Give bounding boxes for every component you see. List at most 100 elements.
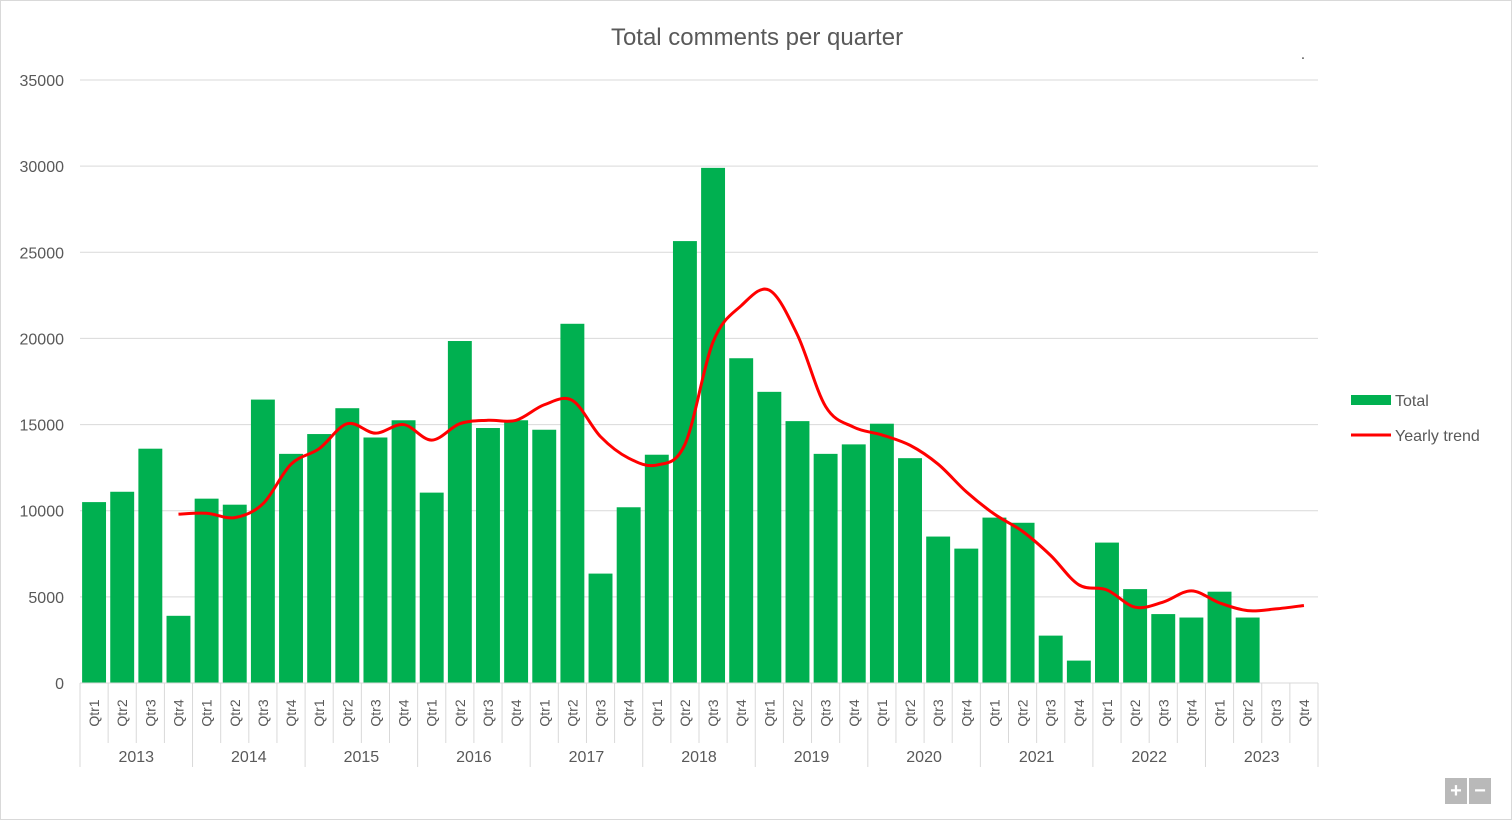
quarter-label: Qtr1 bbox=[761, 699, 777, 726]
quarter-label: Qtr4 bbox=[846, 699, 862, 726]
year-label: 2017 bbox=[569, 749, 605, 766]
quarter-label: Qtr3 bbox=[705, 699, 721, 726]
quarter-label: Qtr3 bbox=[1043, 699, 1059, 726]
legend-label-trend: Yearly trend bbox=[1395, 428, 1480, 445]
quarter-label: Qtr4 bbox=[621, 699, 637, 726]
quarter-label: Qtr1 bbox=[874, 699, 890, 726]
y-tick-label: 20000 bbox=[20, 331, 65, 348]
quarter-label: Qtr1 bbox=[649, 699, 665, 726]
stray-mark: . bbox=[1301, 46, 1305, 63]
quarter-label: Qtr2 bbox=[227, 699, 243, 726]
zoom-controls: + − bbox=[1445, 778, 1491, 804]
year-label: 2019 bbox=[794, 749, 830, 766]
y-tick-label: 25000 bbox=[20, 245, 65, 262]
bar-total bbox=[729, 358, 754, 683]
zoom-out-button[interactable]: − bbox=[1469, 778, 1491, 804]
quarter-label: Qtr3 bbox=[593, 699, 609, 726]
bar-total bbox=[166, 615, 191, 683]
bar-series-total bbox=[82, 167, 1260, 683]
quarter-label: Qtr3 bbox=[480, 699, 496, 726]
quarter-label: Qtr2 bbox=[789, 699, 805, 726]
bar-total bbox=[757, 391, 782, 683]
quarter-label: Qtr2 bbox=[452, 699, 468, 726]
bar-total bbox=[1151, 614, 1176, 683]
legend: Total Yearly trend bbox=[1351, 393, 1480, 445]
bar-total bbox=[279, 453, 303, 683]
bar-total bbox=[1179, 617, 1204, 683]
bar-total bbox=[447, 341, 472, 683]
bar-total bbox=[644, 454, 669, 683]
quarter-label: Qtr4 bbox=[1071, 699, 1087, 726]
quarter-label: Qtr4 bbox=[1296, 699, 1312, 726]
quarter-label: Qtr3 bbox=[1155, 699, 1171, 726]
y-tick-label: 10000 bbox=[20, 504, 65, 521]
year-label: 2014 bbox=[231, 749, 267, 766]
bar-total bbox=[898, 458, 922, 683]
year-label: 2022 bbox=[1131, 749, 1167, 766]
quarter-label: Qtr4 bbox=[396, 699, 412, 726]
quarter-label: Qtr2 bbox=[1240, 699, 1256, 726]
bar-total bbox=[532, 429, 557, 683]
y-tick-label: 0 bbox=[55, 676, 64, 693]
year-label: 2020 bbox=[906, 749, 942, 766]
legend-label-total: Total bbox=[1395, 393, 1429, 410]
quarter-label: Qtr3 bbox=[1268, 699, 1284, 726]
bar-total bbox=[1123, 589, 1148, 683]
bar-total bbox=[419, 492, 444, 683]
bar-total bbox=[335, 408, 360, 683]
bar-total bbox=[869, 423, 894, 683]
bar-total bbox=[222, 504, 247, 683]
bar-total bbox=[560, 323, 585, 683]
bar-total bbox=[982, 517, 1007, 683]
bar-total bbox=[813, 453, 838, 683]
quarter-label: Qtr2 bbox=[677, 699, 693, 726]
quarter-label: Qtr2 bbox=[1127, 699, 1143, 726]
quarter-label: Qtr4 bbox=[1183, 699, 1199, 726]
y-tick-label: 5000 bbox=[28, 590, 64, 607]
quarter-label: Qtr1 bbox=[311, 699, 327, 726]
bar-total bbox=[954, 548, 979, 683]
bar-total bbox=[1038, 635, 1063, 683]
y-tick-label: 30000 bbox=[20, 159, 65, 176]
chart-title: Total comments per quarter bbox=[611, 24, 903, 51]
year-label: 2023 bbox=[1244, 749, 1280, 766]
bar-total bbox=[926, 536, 951, 683]
bar-total bbox=[616, 507, 641, 683]
bar-total bbox=[841, 444, 866, 683]
quarter-label: Qtr4 bbox=[958, 699, 974, 726]
bar-total bbox=[250, 399, 275, 683]
bar-total bbox=[194, 498, 219, 683]
bar-total bbox=[110, 491, 135, 683]
quarter-label: Qtr3 bbox=[142, 699, 158, 726]
bar-total bbox=[138, 448, 163, 683]
year-label: 2013 bbox=[118, 749, 154, 766]
bar-total bbox=[391, 420, 416, 683]
quarter-label: Qtr2 bbox=[1015, 699, 1031, 726]
quarter-label: Qtr1 bbox=[424, 699, 440, 726]
bar-total bbox=[701, 167, 726, 683]
bar-total bbox=[82, 502, 107, 683]
quarter-label: Qtr3 bbox=[255, 699, 271, 726]
year-label: 2021 bbox=[1019, 749, 1055, 766]
year-label: 2015 bbox=[344, 749, 380, 766]
bar-total bbox=[363, 437, 388, 683]
quarter-label: Qtr2 bbox=[339, 699, 355, 726]
quarter-label: Qtr1 bbox=[1099, 699, 1115, 726]
year-label: 2018 bbox=[681, 749, 717, 766]
quarter-label: Qtr1 bbox=[986, 699, 1002, 726]
bar-total bbox=[1010, 522, 1035, 683]
quarter-label: Qtr3 bbox=[930, 699, 946, 726]
bar-total bbox=[1235, 617, 1260, 683]
bar-total bbox=[588, 573, 613, 683]
quarter-label: Qtr4 bbox=[170, 699, 186, 726]
bar-total bbox=[307, 434, 332, 683]
quarter-label: Qtr3 bbox=[367, 699, 383, 726]
quarter-label: Qtr1 bbox=[199, 699, 215, 726]
y-tick-label: 35000 bbox=[20, 73, 65, 90]
bar-total bbox=[785, 421, 810, 683]
zoom-in-button[interactable]: + bbox=[1445, 778, 1467, 804]
bar-total bbox=[1207, 591, 1232, 683]
year-label: 2016 bbox=[456, 749, 492, 766]
quarter-label: Qtr1 bbox=[86, 699, 102, 726]
